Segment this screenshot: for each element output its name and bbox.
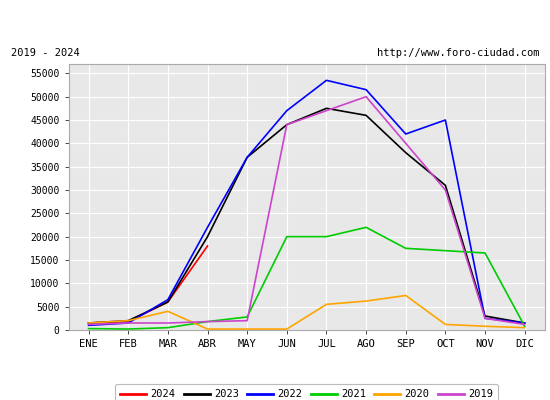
Text: http://www.foro-ciudad.com: http://www.foro-ciudad.com [377,48,539,58]
Text: Evolucion Nº Turistas Extranjeros en el municipio de Son Servera: Evolucion Nº Turistas Extranjeros en el … [19,14,531,28]
Text: 2019 - 2024: 2019 - 2024 [11,48,80,58]
Legend: 2024, 2023, 2022, 2021, 2020, 2019: 2024, 2023, 2022, 2021, 2020, 2019 [115,384,498,400]
